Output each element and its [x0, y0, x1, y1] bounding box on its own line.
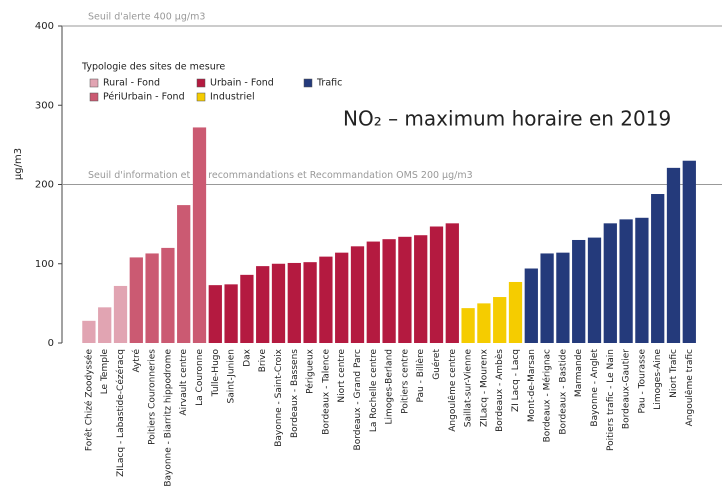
x-tick-label: Bordeaux - Talence	[321, 349, 331, 435]
bar	[208, 285, 222, 343]
legend-swatch	[89, 92, 99, 102]
x-tick-label: Périgueux	[305, 348, 316, 394]
bar	[161, 247, 175, 343]
bar	[382, 239, 396, 343]
x-tick-label: Angoulême centre	[447, 349, 458, 432]
bar	[366, 241, 380, 343]
x-tick-label: La Rochelle centre	[369, 349, 379, 433]
x-tick-label: Saint-Junien	[227, 349, 237, 404]
legend-label: Trafic	[316, 78, 342, 89]
legend-swatch	[303, 78, 313, 88]
x-tick-label: Saillat-sur-Vienne	[464, 349, 474, 428]
bar	[461, 308, 475, 343]
bar	[303, 262, 317, 343]
reference-label: Seuil d'information et de recommandation…	[88, 170, 473, 181]
x-tick-label: Dax	[242, 348, 252, 366]
x-tick-label: ZILacq - Mourenx	[479, 348, 489, 427]
x-tick-label: Guéret	[431, 349, 442, 380]
x-tick-label: La Couronne	[195, 349, 205, 406]
bar	[572, 239, 586, 343]
bar	[635, 217, 649, 343]
x-tick-label: Brive	[258, 349, 268, 373]
x-tick-label: Airvault centre	[179, 349, 189, 416]
x-tick-label: Poitiers centre	[400, 349, 410, 414]
bar	[445, 223, 459, 343]
x-tick-label: Marmande	[574, 349, 584, 398]
x-tick-label: Bordeaux - Bastide	[558, 349, 568, 435]
bar	[177, 205, 191, 343]
y-tick-label: 200	[35, 180, 54, 191]
legend-swatch	[196, 78, 206, 88]
bar	[619, 219, 633, 343]
bar	[319, 256, 333, 343]
bar	[398, 236, 412, 343]
x-tick-label: ZI Lacq - Lacq	[511, 349, 521, 412]
bar	[287, 262, 301, 343]
x-tick-label: Bordeaux-Gautier	[622, 349, 632, 429]
y-tick-label: 0	[48, 338, 54, 349]
legend-label: PériUrbain - Fond	[103, 92, 185, 103]
x-tick-label: ZILacq - Labastide-Cézéracq	[115, 349, 126, 477]
legend-title: Typologie des sites de mesure	[81, 62, 225, 73]
x-tick-label: Limoges-Berland	[385, 349, 395, 425]
legend-label: Urbain - Fond	[210, 78, 274, 89]
x-tick-label: Limoges-Aine	[653, 349, 663, 410]
bar	[256, 266, 270, 343]
bar	[240, 274, 254, 343]
x-tick-label: Niort centre	[337, 349, 347, 403]
bar	[540, 253, 554, 343]
bar	[224, 284, 238, 343]
y-tick-label: 400	[35, 21, 54, 32]
x-tick-label: Bordeaux - Mérignac	[542, 349, 553, 442]
x-tick-label: Bordeaux - Grand Parc	[353, 349, 363, 450]
bar	[524, 268, 538, 343]
bar	[603, 223, 617, 343]
bar	[587, 237, 602, 343]
x-tick-label: Pau - Billère	[415, 349, 426, 403]
x-tick-label: Le Temple	[100, 349, 110, 395]
x-tick-label: Mont-de-Marsan	[527, 349, 537, 422]
x-tick-label: Bayonne - Saint-Croix	[274, 348, 284, 446]
x-tick-label: Bordeaux - Bassens	[290, 349, 300, 438]
bar	[129, 257, 143, 343]
bar	[82, 320, 96, 343]
legend-label: Industriel	[210, 92, 255, 103]
bar	[414, 235, 428, 343]
bar	[350, 246, 365, 343]
chart-title: NO₂ – maximum horaire en 2019	[343, 107, 671, 131]
x-tick-label: Poitiers trafic - Le Nain	[606, 349, 616, 451]
x-tick-label: Pau - Tourasse	[637, 349, 647, 414]
bar	[477, 303, 491, 343]
bar	[556, 252, 570, 343]
x-tick-label: Bordeaux - Ambès	[494, 349, 505, 432]
bar	[651, 194, 665, 343]
bar	[666, 167, 681, 343]
bar	[493, 297, 507, 343]
bar	[145, 253, 159, 343]
y-axis-label: µg/m3	[13, 148, 24, 180]
bar	[98, 307, 112, 343]
y-tick-label: 300	[35, 100, 54, 111]
bar	[192, 127, 207, 343]
x-tick-label: Angoulême trafic	[684, 349, 695, 426]
x-tick-label: Forêt Chizé Zoodyssée	[83, 349, 94, 452]
x-tick-label: Tulle-Hugo	[211, 349, 221, 398]
bar	[682, 160, 696, 343]
x-tick-label: Aytré	[131, 349, 142, 373]
x-tick-label: Niort Trafic	[669, 349, 679, 398]
bar	[271, 263, 286, 343]
legend-swatch	[196, 92, 206, 102]
x-tick-label: Bayonne - Anglet	[590, 349, 600, 427]
reference-label: Seuil d'alerte 400 µg/m3	[88, 12, 205, 23]
bar	[335, 252, 349, 343]
legend-swatch	[89, 78, 99, 88]
bar	[113, 285, 128, 343]
x-tick-label: Bayonne - Biarritz hippodrome	[163, 349, 173, 486]
legend-label: Rural - Fond	[103, 78, 160, 89]
bar	[508, 281, 523, 343]
y-tick-label: 100	[35, 259, 54, 270]
x-tick-label: Poitiers Couronneries	[148, 349, 158, 445]
bar	[429, 226, 444, 343]
